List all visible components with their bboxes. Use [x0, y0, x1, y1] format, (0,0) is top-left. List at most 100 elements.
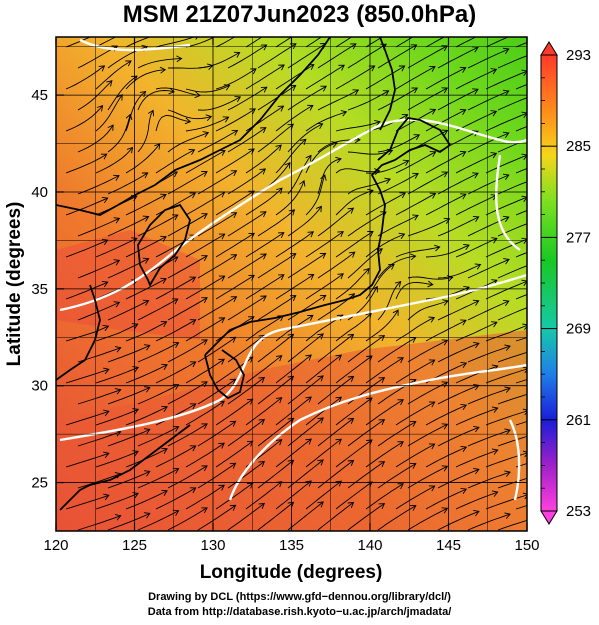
streamline — [137, 468, 179, 489]
streamline-arrowhead — [141, 172, 149, 179]
streamline-arrowhead — [350, 43, 357, 50]
streamline-arrowhead — [260, 86, 268, 93]
streamline-arrowhead — [143, 386, 151, 393]
streamline-arrowhead — [278, 64, 285, 71]
streamline-arrowhead — [160, 193, 167, 200]
streamline — [515, 126, 527, 132]
streamline — [395, 282, 433, 300]
streamline-arrowhead — [460, 319, 467, 326]
streamline-arrowhead — [229, 504, 237, 511]
streamline — [365, 357, 404, 384]
streamline-arrowhead — [347, 417, 355, 424]
streamline — [77, 389, 121, 405]
streamline-arrowhead — [260, 211, 267, 218]
streamline-arrowhead — [428, 443, 436, 450]
streamline — [215, 398, 254, 426]
streamline-arrowhead — [101, 196, 109, 204]
streamline-arrowhead — [442, 299, 449, 306]
streamline-arrowhead — [347, 333, 355, 340]
streamline-arrowhead — [413, 134, 421, 141]
streamline-arrowhead — [367, 231, 374, 237]
streamline-arrowhead — [535, 431, 541, 437]
streamline-arrowhead — [201, 381, 208, 388]
streamline — [455, 110, 497, 132]
streamline — [437, 384, 480, 405]
streamline-arrowhead — [429, 108, 437, 115]
streamline — [125, 69, 166, 90]
streamline-arrowhead — [258, 460, 265, 467]
streamline-arrowhead — [463, 285, 470, 293]
streamline-arrowhead — [491, 448, 499, 455]
isotherm — [228, 363, 527, 501]
streamline-arrowhead — [184, 117, 192, 125]
streamline — [257, 333, 294, 363]
streamline — [377, 173, 419, 195]
streamline-arrowhead — [189, 192, 197, 199]
streamline-arrowhead — [472, 215, 480, 223]
streamline — [395, 317, 435, 342]
streamline — [167, 132, 209, 153]
streamline — [107, 344, 150, 363]
streamline-arrowhead — [388, 263, 395, 270]
streamline — [437, 46, 479, 69]
streamline-arrowhead — [195, 37, 199, 40]
streamline — [347, 503, 385, 531]
streamline — [455, 321, 498, 342]
streamline-arrowhead — [347, 375, 355, 382]
streamline-arrowhead — [338, 64, 345, 71]
streamline-arrowhead — [460, 193, 467, 200]
streamline — [467, 300, 509, 321]
streamline-arrowhead — [460, 487, 468, 495]
streamline — [257, 459, 294, 489]
streamline — [347, 461, 385, 489]
streamline — [437, 216, 479, 237]
streamline-arrowhead — [503, 258, 510, 265]
streamline — [305, 142, 338, 174]
colorbar: 293 285 277 269 261 253 — [540, 41, 591, 525]
streamline — [65, 325, 109, 342]
streamline-arrowhead — [229, 378, 237, 385]
streamline-arrowhead — [504, 386, 511, 393]
streamline — [137, 426, 179, 447]
streamline — [497, 97, 527, 111]
streamline — [347, 335, 385, 363]
streamline — [395, 151, 436, 174]
streamline-arrowhead — [249, 24, 255, 29]
streamline — [515, 337, 527, 342]
streamline-arrowhead — [535, 389, 541, 395]
streamline — [317, 418, 354, 447]
streamline-arrowhead — [289, 253, 297, 259]
streamline — [347, 178, 391, 195]
streamline — [317, 89, 359, 111]
coastline-japan — [204, 117, 452, 356]
streamline — [395, 246, 440, 258]
streamline — [455, 491, 498, 510]
streamline — [467, 387, 511, 405]
streamline-arrowhead — [317, 333, 324, 340]
streamline-arrowhead — [172, 425, 180, 432]
streamline — [197, 212, 237, 237]
streamline — [407, 465, 448, 489]
streamline — [185, 442, 225, 468]
streamline — [155, 319, 196, 342]
streamline — [155, 361, 196, 384]
streamline — [125, 37, 151, 48]
streamline-arrowhead — [201, 423, 208, 430]
streamline-arrowhead — [317, 417, 324, 424]
streamline-arrowhead — [275, 355, 283, 362]
streamline-arrowhead — [189, 319, 197, 326]
streamline — [185, 400, 225, 426]
streamline — [257, 501, 294, 531]
streamline-arrowhead — [441, 45, 448, 52]
streamline-arrowhead — [160, 321, 168, 328]
streamline — [257, 295, 297, 321]
credit-line-1: Drawing by DCL (https://www.gfd−dennou.o… — [148, 591, 451, 603]
streamline — [335, 312, 372, 342]
colorbar-label: 285 — [566, 138, 591, 155]
streamline — [317, 43, 357, 69]
streamline — [95, 37, 117, 48]
streamline-arrowhead — [287, 375, 295, 382]
streamline — [77, 515, 121, 531]
streamline — [167, 339, 208, 363]
plot-area — [56, 24, 541, 531]
